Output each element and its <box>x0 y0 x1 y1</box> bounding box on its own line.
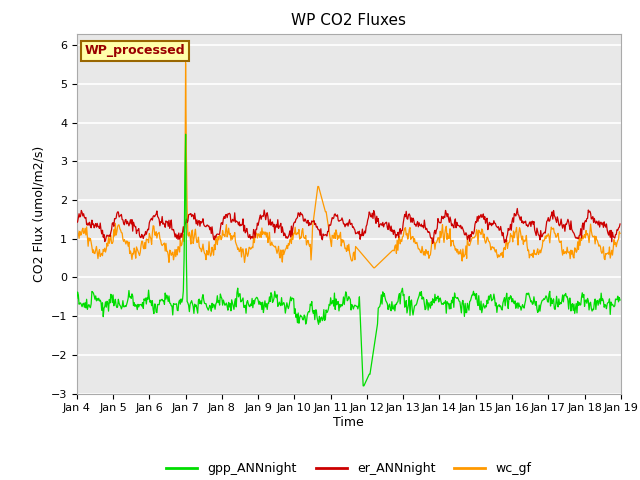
X-axis label: Time: Time <box>333 416 364 429</box>
Legend: gpp_ANNnight, er_ANNnight, wc_gf: gpp_ANNnight, er_ANNnight, wc_gf <box>161 457 536 480</box>
Text: WP_processed: WP_processed <box>85 44 186 58</box>
Y-axis label: CO2 Flux (umol/m2/s): CO2 Flux (umol/m2/s) <box>32 145 45 282</box>
Title: WP CO2 Fluxes: WP CO2 Fluxes <box>291 13 406 28</box>
